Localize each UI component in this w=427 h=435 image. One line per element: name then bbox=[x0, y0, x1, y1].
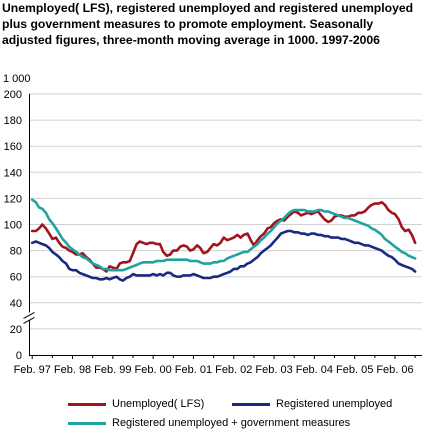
series-line-2 bbox=[30, 198, 417, 272]
y-tick-label: 40 bbox=[10, 298, 22, 310]
gridlines bbox=[29, 93, 422, 330]
x-tick-label: Feb. 00 bbox=[134, 364, 171, 376]
axis-break-mark bbox=[23, 312, 35, 319]
axis-break-gap bbox=[23, 312, 36, 321]
x-tick-label: Feb. 05 bbox=[336, 364, 373, 376]
series-line-1 bbox=[30, 229, 417, 282]
y-tick-label: 20 bbox=[10, 324, 22, 336]
axis-break-mark bbox=[23, 317, 35, 324]
x-tick-label: Feb. 04 bbox=[296, 364, 333, 376]
y-unit-label: 1 000 bbox=[3, 73, 31, 85]
y-tick-label: 0 bbox=[16, 350, 22, 362]
y-tick-label: 180 bbox=[4, 115, 22, 127]
x-tick-label: Feb. 06 bbox=[376, 364, 413, 376]
y-tick-label: 60 bbox=[10, 272, 22, 284]
x-tick-label: Feb. 99 bbox=[94, 364, 131, 376]
y-tick-label: 160 bbox=[4, 141, 22, 153]
series-line-0 bbox=[30, 201, 417, 273]
y-tick-label: 200 bbox=[4, 89, 22, 101]
y-tick-label: 120 bbox=[4, 193, 22, 205]
y-tick-label: 80 bbox=[10, 246, 22, 258]
x-tick-label: Feb. 01 bbox=[175, 364, 212, 376]
x-tick-label: Feb. 97 bbox=[14, 364, 51, 376]
x-tick-label: Feb. 03 bbox=[255, 364, 292, 376]
series-lines bbox=[30, 198, 417, 282]
chart-title: Unemployed( LFS), registered unemployed … bbox=[2, 1, 414, 47]
y-tick-label: 100 bbox=[4, 220, 22, 232]
x-tick-label: Feb. 98 bbox=[54, 364, 91, 376]
y-tick-label: 140 bbox=[4, 167, 22, 179]
x-tick-label: Feb. 02 bbox=[215, 364, 252, 376]
